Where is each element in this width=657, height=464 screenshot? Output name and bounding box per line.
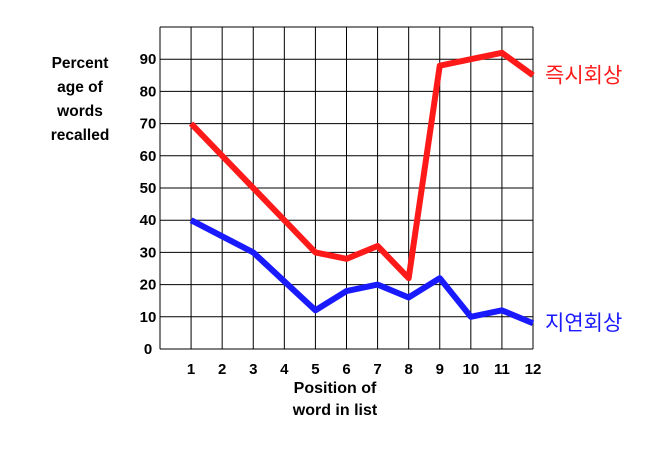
- x-axis-label-line: Position of: [293, 380, 377, 397]
- y-tick-label: 30: [140, 244, 157, 261]
- x-tick-label: 11: [494, 361, 510, 378]
- series-label: 즉시회상: [545, 63, 622, 87]
- y-tick-label: 70: [140, 116, 157, 133]
- x-tick-label: 10: [462, 361, 479, 378]
- x-tick-label: 8: [404, 361, 412, 378]
- series-lines: [188, 49, 535, 327]
- x-tick-label: 1: [187, 361, 195, 378]
- chart-grid: [159, 26, 534, 350]
- x-tick-label: 6: [342, 361, 350, 378]
- y-axis-label: Percent age of words recalled: [30, 52, 130, 148]
- x-tick-label: 2: [218, 361, 226, 378]
- x-tick-label: 12: [525, 361, 542, 378]
- y-tick-label: 60: [140, 148, 157, 165]
- y-tick-label: 40: [140, 212, 157, 229]
- y-axis-label-line: recalled: [50, 127, 110, 144]
- y-tick-label: 80: [140, 83, 157, 100]
- y-tick-label: 0: [144, 341, 152, 358]
- series-line: [189, 217, 535, 327]
- y-tick-label: 20: [140, 277, 157, 294]
- y-axis-label-line: Percent: [51, 55, 109, 72]
- series-label: 지연회상: [545, 311, 622, 335]
- series-line: [188, 49, 535, 282]
- y-tick-label: 10: [140, 309, 157, 326]
- y-axis-label-line: age of: [57, 79, 103, 96]
- y-tick-label: 50: [140, 180, 157, 197]
- x-axis-label: Position of word in list: [250, 378, 420, 422]
- x-tick-label: 9: [436, 361, 444, 378]
- y-tick-labels: 0 10 20 30 40 50 60 70 80 90: [140, 51, 157, 358]
- x-tick-label: 7: [373, 361, 381, 378]
- x-tick-label: 3: [249, 361, 257, 378]
- y-tick-label: 90: [140, 51, 157, 68]
- x-axis-label-line: word in list: [292, 402, 378, 419]
- x-tick-labels: 1 2 3 4 5 6 7 8 9 10 11 12: [187, 361, 541, 378]
- x-tick-label: 4: [280, 361, 289, 378]
- y-axis-label-line: words: [57, 103, 103, 120]
- x-tick-label: 5: [311, 361, 319, 378]
